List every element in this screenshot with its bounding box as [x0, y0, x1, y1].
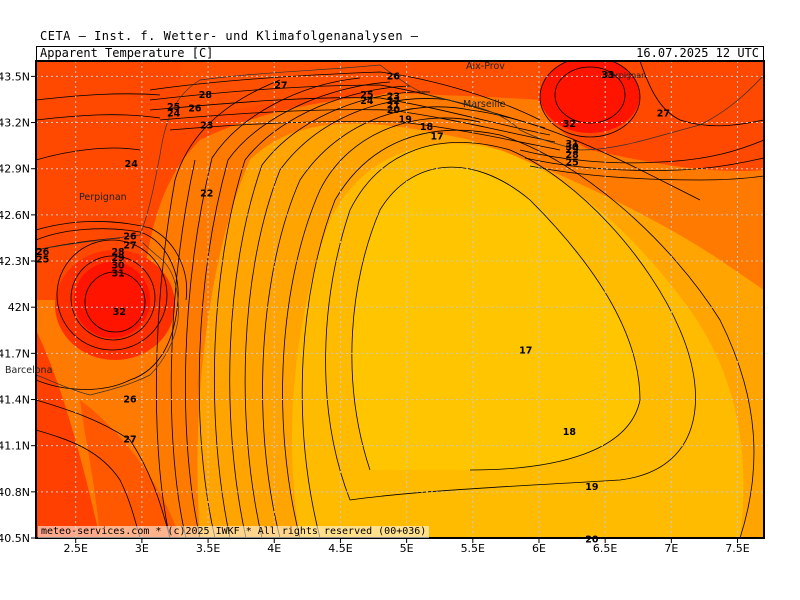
- contour-label: 25: [360, 90, 373, 101]
- contour-label: 27: [657, 108, 670, 119]
- contour-label: 20: [585, 535, 599, 546]
- contour-label: 22: [387, 96, 400, 107]
- contour-label: 30: [111, 261, 125, 272]
- contour-label: 29: [565, 145, 578, 156]
- contour-label: 32: [113, 307, 126, 318]
- contour-label: 25: [167, 102, 180, 113]
- lat-label: 42N: [8, 301, 30, 314]
- contour-label: 25: [565, 158, 578, 169]
- contour-label: 26: [123, 395, 137, 406]
- credit-line: meteo-services.com * (c)2025 IWKF * All …: [38, 526, 430, 538]
- lon-label: 3.5E: [196, 542, 220, 555]
- lat-label: 43.5N: [0, 70, 30, 83]
- contour-label: 22: [200, 188, 213, 199]
- contour-label: 27: [123, 241, 136, 252]
- contour-label: 23: [200, 121, 213, 132]
- map-title: Apparent Temperature [C]: [40, 46, 214, 60]
- lon-label: 6.5E: [593, 542, 617, 555]
- contour-label: 26: [123, 231, 137, 242]
- contour-label: 27: [274, 81, 287, 92]
- contour-label: 18: [420, 122, 434, 133]
- axis-ticks: [31, 75, 739, 543]
- contour-label: 17: [430, 131, 443, 142]
- shade-redorange-north: [180, 61, 540, 120]
- lat-label: 43.2N: [0, 117, 30, 130]
- title-bar: Apparent Temperature [C] 16.07.2025 12 U…: [36, 46, 764, 60]
- contour-label: 21: [387, 101, 400, 112]
- shade-yellow-core: [351, 167, 640, 471]
- lon-label: 4E: [267, 542, 281, 555]
- lon-label: 4.5E: [328, 542, 352, 555]
- lat-label: 42.9N: [0, 163, 30, 176]
- shade-redorange-southwest: [80, 400, 180, 538]
- organization-title: CETA — Inst. f. Wetter- und Klimafolgena…: [40, 29, 419, 43]
- contour-label: 17: [519, 345, 532, 356]
- lon-label: 3E: [135, 542, 149, 555]
- shade-red-southwest: [36, 330, 100, 538]
- city-label-barcelona: Barcelona: [5, 365, 52, 376]
- lon-label: 7E: [664, 542, 678, 555]
- contour-label: 26: [36, 247, 50, 258]
- latitude-labels: 43.5N 43.2N 42.9N 42.6N 42.3N 42N 41.7N 41.4N 41…: [0, 70, 30, 545]
- contour-label: 29: [111, 253, 124, 264]
- contour-label: 19: [585, 482, 598, 493]
- lat-label: 42.3N: [0, 255, 30, 268]
- shade-redorange-northwest: [36, 61, 560, 300]
- city-label-aix: Aix-Prov: [466, 61, 505, 72]
- contour-label: 23: [387, 91, 400, 102]
- contour-label: 24: [167, 108, 181, 119]
- contour-label: 19: [399, 114, 412, 125]
- contour-label: 26: [387, 71, 401, 82]
- lat-label: 41.7N: [0, 347, 30, 360]
- city-label-perpignan-east: Perpignan: [606, 71, 646, 80]
- lat-lon-grid: [36, 61, 764, 538]
- contour-label: 32: [563, 119, 576, 130]
- lon-label: 5E: [400, 542, 414, 555]
- contour-label: 27: [123, 435, 136, 446]
- lon-label: 7.5E: [725, 542, 749, 555]
- lat-label: 40.5N: [0, 532, 30, 545]
- contour-label: 26: [188, 104, 202, 115]
- longitude-labels: 2.5E 3E 3.5E 4E 4.5E 5E 5.5E 6E 6.5E 7E 7.5E: [63, 542, 749, 555]
- contour-label: 18: [563, 427, 577, 438]
- city-label-marseille: Marseille: [463, 99, 506, 110]
- valid-time: 16.07.2025 12 UTC: [636, 46, 759, 60]
- contour-label: 28: [565, 150, 579, 161]
- lat-label: 42.6N: [0, 209, 30, 222]
- coastline: [36, 64, 764, 251]
- lat-label: 41.4N: [0, 394, 30, 407]
- lon-label: 2.5E: [63, 542, 87, 555]
- lat-label: 40.8N: [0, 486, 30, 499]
- coastline-south: [36, 239, 179, 396]
- contour-label: 20: [387, 105, 401, 116]
- map-frame: [35, 60, 765, 539]
- contour-label: 28: [199, 90, 213, 101]
- shade-hot-west-core: [74, 262, 150, 338]
- contour-label: 31: [111, 268, 124, 279]
- lat-label: 41.1N: [0, 440, 30, 453]
- contour-label: 25: [36, 254, 49, 265]
- contour-label: 24: [360, 96, 374, 107]
- contour-label: 30: [565, 142, 579, 153]
- city-label-perpignan-west: Perpignan: [79, 192, 127, 203]
- lon-label: 6E: [532, 542, 546, 555]
- contour-label: 24: [125, 159, 139, 170]
- contour-label: 31: [565, 139, 578, 150]
- contour-label: 28: [111, 247, 125, 258]
- lon-label: 5.5E: [461, 542, 485, 555]
- contour-label: 33: [601, 70, 614, 81]
